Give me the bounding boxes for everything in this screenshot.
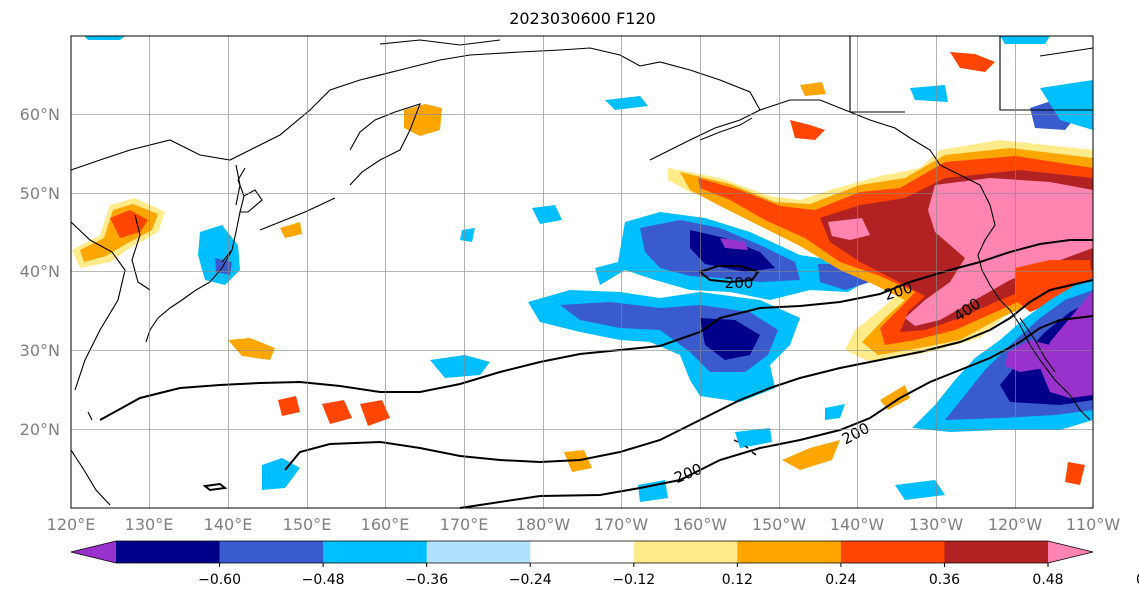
colorbar-extend-high (1048, 541, 1093, 563)
lon-tick-label: 120°W (988, 515, 1043, 534)
colorbar: −0.60 −0.48 −0.36 −0.24 −0.12 0.12 0.24 0.36 0.4… (70, 540, 1139, 588)
colorbar-outline (70, 540, 1094, 564)
lon-tick-label: 150°E (283, 515, 332, 534)
colorbar-tick-label: −0.24 (509, 572, 552, 588)
lat-tick-label: 40°N (20, 262, 60, 281)
shaded-field (72, 36, 1093, 502)
lat-tick-label: 50°N (20, 184, 60, 203)
lon-tick-labels: 120°E 130°E 140°E 150°E 160°E 170°E 180°… (47, 515, 1121, 534)
colorbar-tick-label: 0.48 (1032, 572, 1063, 588)
colorbar-tick-label: 0.24 (825, 572, 856, 588)
colorbar-segment (426, 541, 531, 563)
colorbar-segment (530, 541, 635, 563)
gridlines (71, 36, 1093, 508)
lon-tick-label: 150°W (752, 515, 807, 534)
colorbar-segment (737, 541, 842, 563)
colorbar-tick-label: −0.60 (198, 572, 241, 588)
map-frame (70, 35, 1094, 509)
colorbar-tick-label: 0.12 (722, 572, 753, 588)
lat-tick-label: 20°N (20, 420, 60, 439)
lon-tick-label: 130°E (125, 515, 174, 534)
lon-tick-label: 170°E (440, 515, 489, 534)
lon-tick-label: 160°E (361, 515, 410, 534)
coastlines (70, 36, 1094, 506)
colorbar-segment (840, 541, 945, 563)
lat-tick-labels: 60°N 50°N 40°N 30°N 20°N (20, 105, 60, 439)
colorbar-segment (219, 541, 324, 563)
colorbar-tick-label: 0.36 (929, 572, 960, 588)
lon-tick-label: 160°W (673, 515, 728, 534)
colorbar-segment (323, 541, 428, 563)
lon-tick-label: 130°W (909, 515, 964, 534)
colorbar-extend-low (71, 541, 116, 563)
colorbar-segment (116, 541, 221, 563)
lon-tick-label: 140°W (830, 515, 885, 534)
lat-tick-label: 60°N (20, 105, 60, 124)
lon-tick-label: 140°E (204, 515, 253, 534)
height-contours (99, 239, 1094, 509)
colorbar-tick-label: −0.48 (302, 572, 345, 588)
colorbar-segment (633, 541, 738, 563)
lon-tick-label: 120°E (47, 515, 96, 534)
colorbar-tick-label: 0.60 (1136, 572, 1139, 588)
colorbar-tick-label: −0.12 (612, 572, 655, 588)
lon-tick-label: 180°W (516, 515, 571, 534)
map-title: 2023030600 F120 (509, 9, 656, 28)
lon-tick-label: 170°W (594, 515, 649, 534)
lon-tick-label: 110°W (1066, 515, 1121, 534)
contour-label: 200 (725, 274, 754, 292)
lat-tick-label: 30°N (20, 341, 60, 360)
colorbar-tick-label: −0.36 (405, 572, 448, 588)
colorbar-segment (944, 541, 1049, 563)
